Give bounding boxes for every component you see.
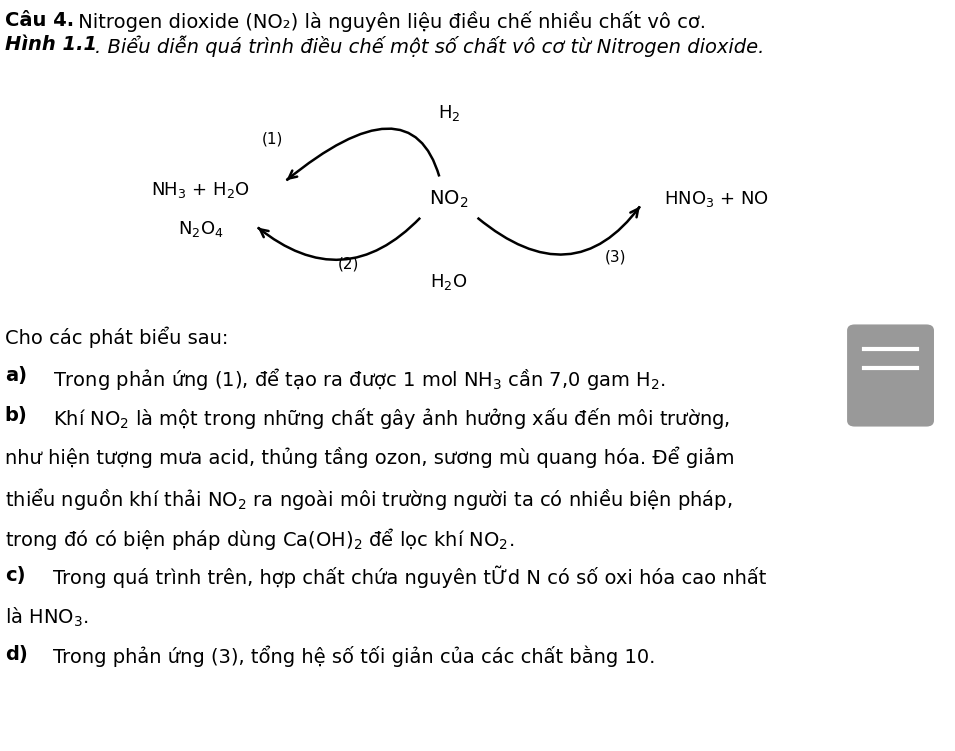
Text: Hình 1.1: Hình 1.1 — [5, 35, 96, 54]
Text: Trong quá trình trên, hợp chất chứa nguyên tỮd N có số oxi hóa cao nhất: Trong quá trình trên, hợp chất chứa nguy… — [53, 566, 766, 588]
Text: (2): (2) — [338, 257, 359, 272]
FancyBboxPatch shape — [847, 324, 934, 427]
Text: trong đó có biện pháp dùng Ca(OH)$_2$ để lọc khí NO$_2$.: trong đó có biện pháp dùng Ca(OH)$_2$ để… — [5, 526, 514, 552]
Text: Trong phản ứng (1), để tạo ra được 1 mol NH$_3$ cần 7,0 gam H$_2$.: Trong phản ứng (1), để tạo ra được 1 mol… — [53, 366, 666, 393]
Text: (3): (3) — [605, 249, 626, 264]
Text: . Biểu diễn quá trình điều chế một số chất vô cơ từ Nitrogen dioxide.: . Biểu diễn quá trình điều chế một số ch… — [95, 35, 764, 57]
Text: Nitrogen dioxide (NO₂) là nguyên liệu điều chế nhiều chất vô cơ.: Nitrogen dioxide (NO₂) là nguyên liệu đi… — [72, 11, 706, 32]
Text: a): a) — [5, 366, 27, 385]
Text: như hiện tượng mưa acid, thủng tầng ozon, sương mù quang hóa. Để giảm: như hiện tượng mưa acid, thủng tầng ozon… — [5, 446, 734, 468]
Text: Trong phản ứng (3), tổng hệ số tối giản của các chất bằng 10.: Trong phản ứng (3), tổng hệ số tối giản … — [53, 645, 655, 667]
Text: là HNO$_3$.: là HNO$_3$. — [5, 605, 89, 629]
Text: Cho các phát biểu sau:: Cho các phát biểu sau: — [5, 327, 228, 348]
Text: NH$_3$ + H$_2$O: NH$_3$ + H$_2$O — [151, 180, 250, 200]
Text: Câu 4.: Câu 4. — [5, 11, 74, 30]
Text: thiểu nguồn khí thải NO$_2$ ra ngoài môi trường người ta có nhiều biện pháp,: thiểu nguồn khí thải NO$_2$ ra ngoài môi… — [5, 486, 732, 512]
Text: H$_2$: H$_2$ — [437, 103, 460, 122]
Text: N$_2$O$_4$: N$_2$O$_4$ — [178, 219, 223, 239]
Text: d): d) — [5, 645, 28, 664]
Text: b): b) — [5, 406, 28, 425]
Text: (1): (1) — [262, 131, 283, 146]
Text: Khí NO$_2$ là một trong những chất gây ảnh hưởng xấu đến môi trường,: Khí NO$_2$ là một trong những chất gây ả… — [53, 406, 730, 431]
Text: c): c) — [5, 566, 25, 584]
Text: H$_2$O: H$_2$O — [430, 272, 468, 291]
Text: HNO$_3$ + NO: HNO$_3$ + NO — [664, 189, 769, 209]
Text: NO$_2$: NO$_2$ — [429, 189, 469, 210]
